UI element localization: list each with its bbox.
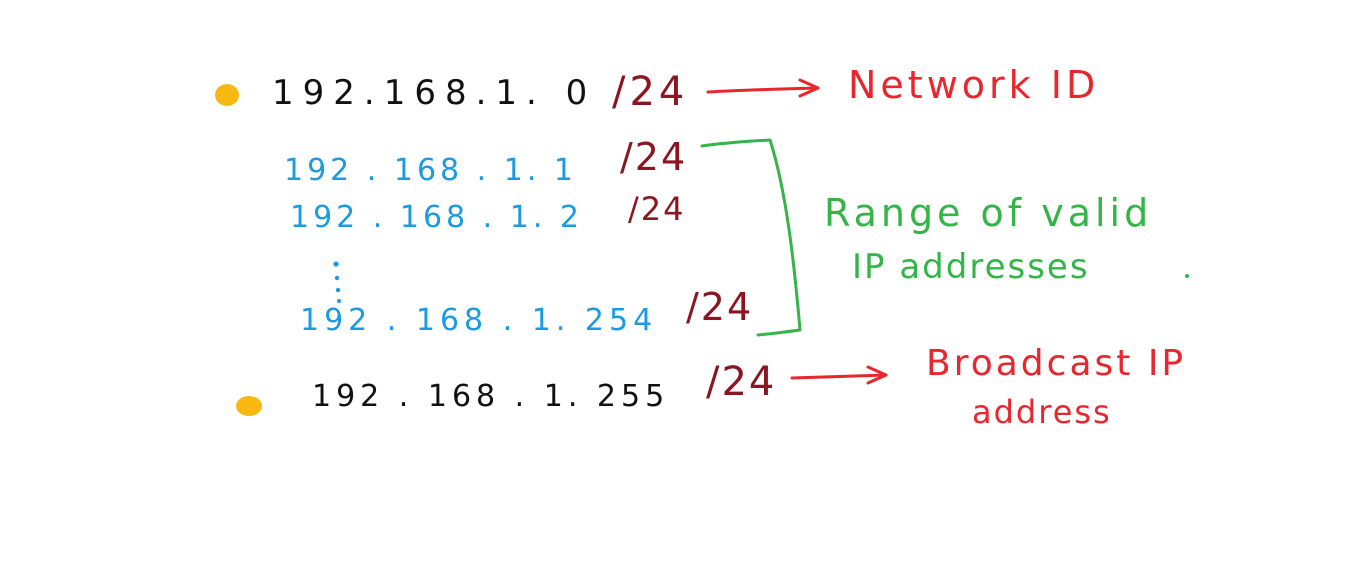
- network-prefix: /24: [612, 69, 689, 115]
- vertical-dots-icon: [333, 261, 341, 303]
- broadcast-address: 192 . 168 . 1. 255: [312, 379, 670, 414]
- broadcast-label-line1: Broadcast IP: [926, 343, 1187, 384]
- bullet-network: [215, 84, 239, 106]
- range-label-line1: Range of valid: [824, 191, 1153, 235]
- range-row-2-address: 192 . 168 . 1. 2: [290, 200, 583, 235]
- broadcast-prefix: /24: [706, 359, 777, 405]
- range-row-1-prefix: /24: [620, 135, 688, 179]
- range-row-3-prefix: /24: [686, 285, 754, 329]
- range-label-line2: IP addresses: [852, 247, 1090, 287]
- range-row-2-prefix: /24: [628, 190, 686, 228]
- network-label: Network ID: [848, 63, 1100, 107]
- range-row-3-address: 192 . 168 . 1. 254: [300, 303, 658, 338]
- arrow-right-icon: [706, 78, 820, 98]
- range-row-1-address: 192 . 168 . 1. 1: [284, 153, 577, 188]
- stray-dot-icon: [1185, 274, 1189, 278]
- arrow-right-icon: [790, 365, 888, 385]
- network-address: 192.168.1. 0: [272, 73, 597, 113]
- broadcast-label-line2: address: [972, 393, 1112, 431]
- right-bracket-icon: [700, 138, 802, 337]
- bullet-broadcast: [236, 396, 262, 416]
